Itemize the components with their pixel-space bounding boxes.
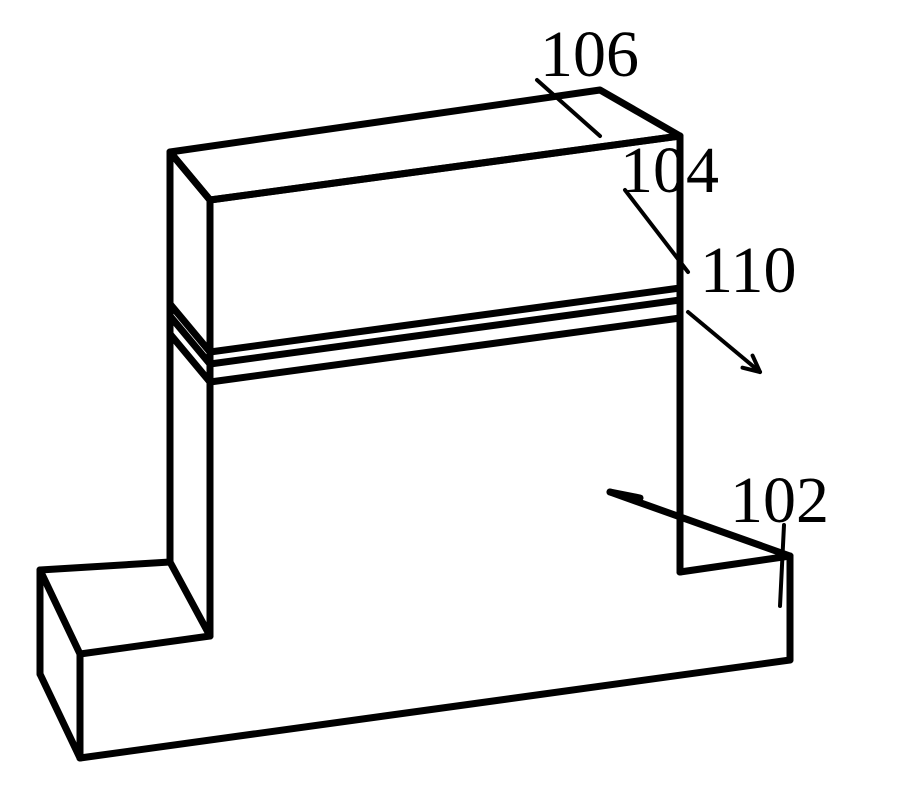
label-106: 106 [540,18,639,91]
label-110: 110 [700,234,797,307]
diagram: 106 104 110 102 [0,0,920,802]
label-102: 102 [730,464,829,537]
label-104: 104 [620,134,719,207]
